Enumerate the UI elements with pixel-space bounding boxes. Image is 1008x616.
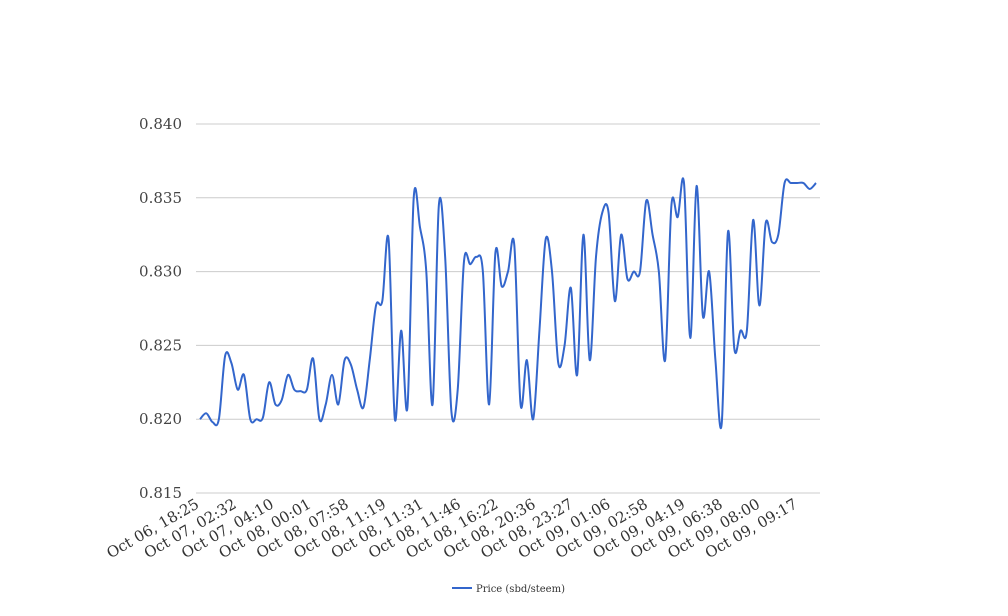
- data-point[interactable]: [396, 326, 406, 336]
- y-axis-ticks: 0.815 0.820 0.825 0.830 0.835 0.840: [139, 115, 182, 502]
- data-point[interactable]: [585, 355, 595, 365]
- data-point[interactable]: [333, 399, 343, 409]
- data-point[interactable]: [509, 240, 519, 250]
- data-point[interactable]: [390, 414, 400, 424]
- data-point[interactable]: [283, 370, 293, 380]
- y-tick-label: 0.820: [139, 410, 182, 428]
- gridlines: [196, 123, 820, 494]
- data-point[interactable]: [635, 267, 645, 277]
- data-point[interactable]: [654, 267, 664, 277]
- data-point[interactable]: [446, 407, 456, 417]
- data-point[interactable]: [566, 283, 576, 293]
- data-point[interactable]: [264, 377, 274, 387]
- data-point[interactable]: [729, 343, 739, 353]
- data-point[interactable]: [277, 395, 287, 405]
- data-point[interactable]: [258, 413, 268, 423]
- data-point[interactable]: [572, 370, 582, 380]
- data-point[interactable]: [428, 399, 438, 409]
- data-point[interactable]: [421, 267, 431, 277]
- data-point[interactable]: [365, 355, 375, 365]
- data-point[interactable]: [346, 360, 356, 370]
- data-point[interactable]: [201, 408, 211, 418]
- data-point[interactable]: [352, 385, 362, 395]
- data-point[interactable]: [685, 333, 695, 343]
- data-point[interactable]: [402, 402, 412, 412]
- data-point[interactable]: [610, 296, 620, 306]
- data-point[interactable]: [578, 230, 588, 240]
- data-point[interactable]: [641, 196, 651, 206]
- data-point[interactable]: [748, 215, 758, 225]
- data-point[interactable]: [434, 200, 444, 210]
- data-point[interactable]: [704, 267, 714, 277]
- data-point[interactable]: [698, 311, 708, 321]
- series-group: [199, 177, 821, 429]
- series-line-price[interactable]: [199, 177, 817, 429]
- y-tick-label: 0.815: [139, 484, 182, 502]
- data-point[interactable]: [811, 178, 821, 188]
- data-point[interactable]: [327, 370, 337, 380]
- y-tick-label: 0.825: [139, 336, 182, 354]
- data-point[interactable]: [233, 385, 243, 395]
- data-point[interactable]: [214, 414, 224, 424]
- y-tick-label: 0.830: [139, 263, 182, 281]
- data-point[interactable]: [648, 230, 658, 240]
- data-point[interactable]: [541, 234, 551, 244]
- data-point[interactable]: [761, 218, 771, 228]
- data-point[interactable]: [666, 200, 676, 210]
- data-point[interactable]: [226, 358, 236, 368]
- data-point[interactable]: [478, 267, 488, 277]
- data-point[interactable]: [409, 193, 419, 203]
- data-point[interactable]: [453, 385, 463, 395]
- data-point[interactable]: [490, 247, 500, 257]
- data-point[interactable]: [754, 301, 764, 311]
- legend-label: Price (sbd/steem): [476, 584, 565, 595]
- data-point[interactable]: [440, 252, 450, 262]
- data-point[interactable]: [358, 402, 368, 412]
- data-point[interactable]: [321, 399, 331, 409]
- data-point[interactable]: [547, 267, 557, 277]
- data-point[interactable]: [560, 340, 570, 350]
- data-point[interactable]: [692, 181, 702, 191]
- data-point[interactable]: [497, 281, 507, 291]
- data-point[interactable]: [616, 230, 626, 240]
- data-point[interactable]: [717, 419, 727, 429]
- data-point[interactable]: [415, 222, 425, 232]
- data-point[interactable]: [553, 358, 563, 368]
- y-tick-label: 0.840: [139, 115, 182, 133]
- data-point[interactable]: [377, 296, 387, 306]
- data-point[interactable]: [503, 267, 513, 277]
- data-point[interactable]: [516, 399, 526, 409]
- data-point[interactable]: [723, 227, 733, 237]
- data-point[interactable]: [472, 252, 482, 262]
- data-point[interactable]: [591, 252, 601, 262]
- data-point[interactable]: [710, 355, 720, 365]
- data-point[interactable]: [384, 234, 394, 244]
- data-point[interactable]: [673, 212, 683, 222]
- data-point[interactable]: [773, 230, 783, 240]
- legend[interactable]: Price (sbd/steem): [452, 584, 565, 595]
- data-point[interactable]: [660, 355, 670, 365]
- data-point[interactable]: [742, 326, 752, 336]
- data-point[interactable]: [679, 178, 689, 188]
- data-point[interactable]: [484, 399, 494, 409]
- data-point[interactable]: [528, 414, 538, 424]
- data-point[interactable]: [534, 326, 544, 336]
- y-tick-label: 0.835: [139, 189, 182, 207]
- data-point[interactable]: [302, 385, 312, 395]
- data-point[interactable]: [522, 355, 532, 365]
- data-point[interactable]: [239, 370, 249, 380]
- data-point[interactable]: [604, 208, 614, 218]
- data-point[interactable]: [308, 354, 318, 364]
- data-point[interactable]: [314, 414, 324, 424]
